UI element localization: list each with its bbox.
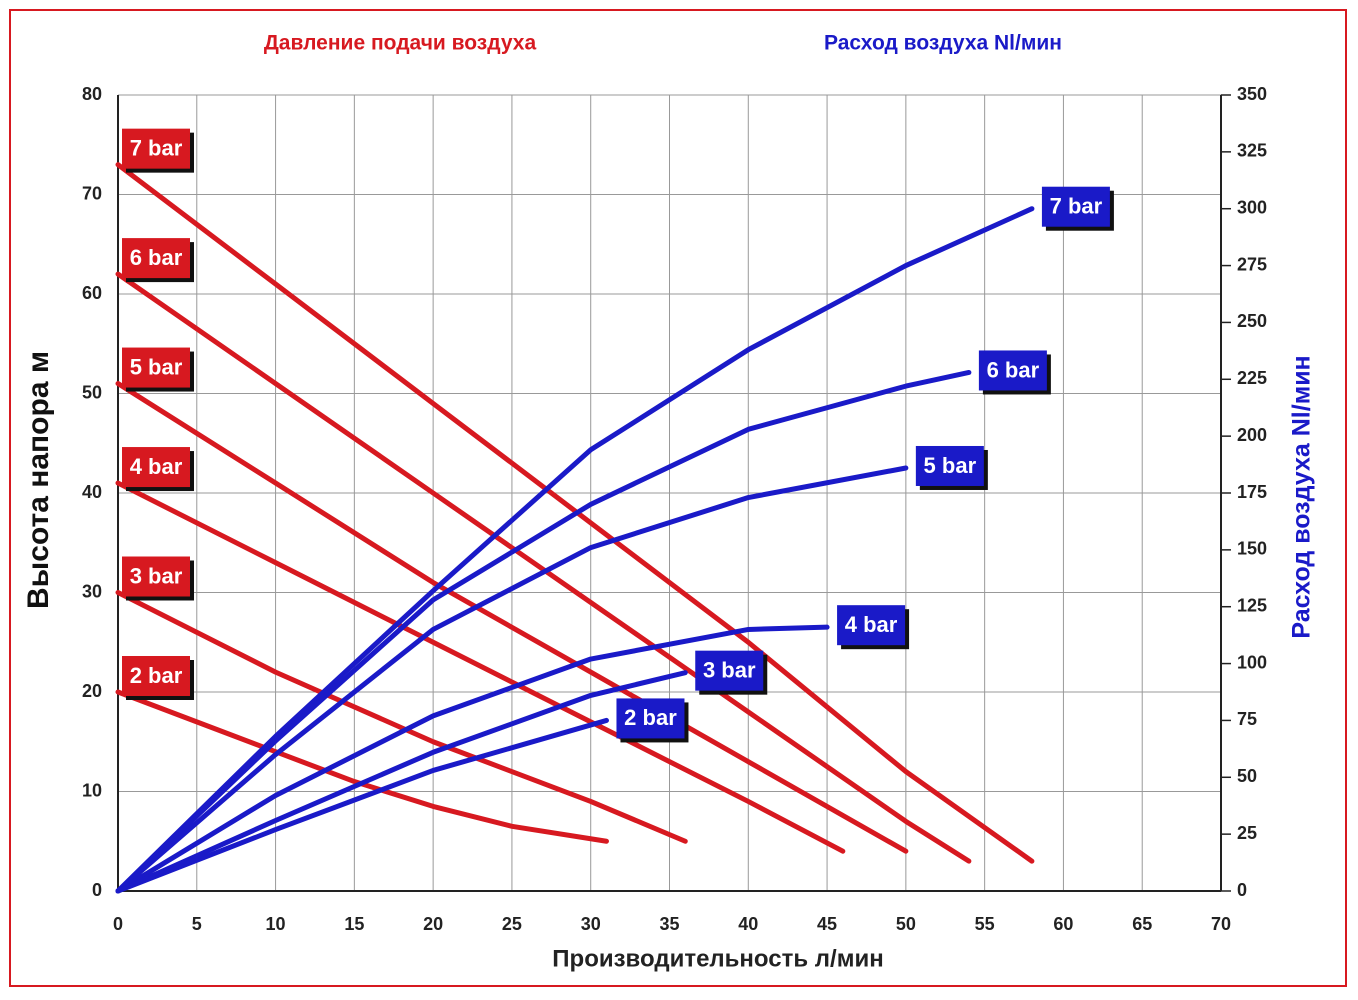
label-bg (122, 128, 190, 169)
series-label-box: 3 bar (695, 650, 768, 695)
y-tick-label: 50 (82, 382, 102, 402)
x-tick-label: 60 (1053, 914, 1073, 934)
label-bg (122, 447, 190, 488)
series-line (115, 162, 1035, 864)
series-label: 7 bar (130, 135, 183, 160)
y2-tick-label: 350 (1237, 84, 1267, 104)
y-tick-label: 30 (82, 581, 102, 601)
label-bg (122, 656, 190, 696)
x-tick-label: 20 (423, 914, 443, 934)
series-line (115, 590, 688, 844)
y2-tick-label: 325 (1237, 141, 1267, 161)
series-label: 6 bar (130, 245, 183, 270)
x-tick-label: 65 (1132, 914, 1152, 934)
title-right: Расход воздуха Nl/мин (824, 32, 1062, 55)
y2-tick-label: 75 (1237, 709, 1257, 729)
y-tick-label: 40 (82, 482, 102, 502)
y-tick-label: 0 (92, 880, 102, 900)
y2-tick-label: 50 (1237, 766, 1257, 786)
label-bg (122, 238, 190, 279)
label-bg (695, 650, 764, 691)
series-label-box: 6 bar (122, 238, 194, 283)
series-label: 6 bar (987, 357, 1040, 382)
x-tick-label: 55 (975, 914, 995, 934)
x-tick-label: 10 (266, 914, 286, 934)
label-bg (122, 347, 190, 388)
y2-tick-label: 150 (1237, 539, 1267, 559)
y2-tick-label: 300 (1237, 197, 1267, 217)
y2-tick-label: 25 (1237, 823, 1257, 843)
y2-tick-label: 200 (1237, 425, 1267, 445)
series-label: 5 bar (130, 354, 183, 379)
y2-tick-label: 100 (1237, 652, 1267, 672)
series-line (115, 206, 1035, 894)
series-line (115, 480, 846, 854)
label-bg (1041, 186, 1110, 227)
series-label: 5 bar (924, 453, 977, 478)
y2-tick-label: 225 (1237, 368, 1267, 388)
x-tick-label: 35 (659, 914, 679, 934)
series-line (115, 624, 830, 894)
label-bg (122, 556, 190, 597)
series-label: 7 bar (1050, 194, 1103, 219)
x-tick-label: 50 (896, 914, 916, 934)
series-label-box: 6 bar (978, 350, 1051, 395)
y-tick-label: 80 (82, 84, 102, 104)
y2-axis-label: Расход воздуха Nl/мин (1288, 355, 1316, 638)
x-tick-label: 70 (1211, 914, 1231, 934)
x-tick-label: 5 (192, 914, 202, 934)
series-label-box: 7 bar (122, 128, 194, 173)
x-axis-label: Производительность л/мин (552, 945, 883, 972)
series-line (115, 465, 909, 894)
series-label-box: 4 bar (837, 605, 910, 650)
series-line (115, 271, 972, 864)
y-tick-label: 60 (82, 283, 102, 303)
series-label-box: 5 bar (915, 445, 988, 490)
title-left: Давление подачи воздуха (264, 32, 537, 55)
series-label: 4 bar (130, 454, 183, 479)
label-bg (978, 350, 1047, 391)
x-tick-label: 25 (502, 914, 522, 934)
series-label-box: 7 bar (1041, 186, 1114, 231)
series-label-box: 4 bar (122, 447, 194, 492)
series-label: 3 bar (130, 563, 183, 588)
series-label-box: 2 bar (122, 656, 194, 700)
series-label-box: 2 bar (616, 698, 689, 743)
y-tick-label: 10 (82, 780, 102, 800)
series-label-box: 5 bar (122, 347, 194, 392)
series-label: 4 bar (845, 612, 898, 637)
y2-tick-label: 125 (1237, 595, 1267, 615)
series-line (115, 717, 609, 894)
y2-tick-label: 275 (1237, 254, 1267, 274)
x-tick-label: 40 (738, 914, 758, 934)
series-label: 2 bar (624, 705, 677, 730)
series-line (115, 670, 688, 894)
x-tick-label: 15 (344, 914, 364, 934)
series-line (115, 381, 909, 854)
x-tick-label: 45 (817, 914, 837, 934)
x-tick-label: 30 (581, 914, 601, 934)
frame (9, 9, 1347, 987)
series-label-box: 3 bar (122, 556, 194, 601)
label-bg (616, 698, 685, 739)
x-tick-label: 0 (113, 914, 123, 934)
series-line (115, 689, 609, 844)
y-axis-label: Высота напора м (22, 351, 55, 609)
label-bg (915, 445, 984, 486)
y2-tick-label: 250 (1237, 311, 1267, 331)
y-tick-label: 20 (82, 681, 102, 701)
label-bg (837, 605, 906, 646)
y2-tick-label: 0 (1237, 880, 1247, 900)
y-tick-label: 70 (82, 183, 102, 203)
series-label: 3 bar (703, 657, 756, 682)
series-line (115, 369, 972, 894)
y2-tick-label: 175 (1237, 482, 1267, 502)
series-label: 2 bar (130, 663, 183, 688)
